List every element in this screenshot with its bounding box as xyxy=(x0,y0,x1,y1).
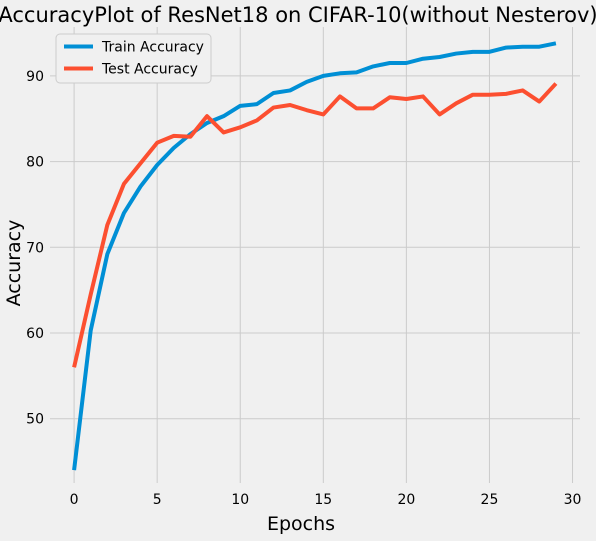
y-tick-label-80: 80 xyxy=(26,155,44,171)
y-tick-label-70: 70 xyxy=(26,240,44,256)
grid-lines xyxy=(50,27,580,483)
x-tick-label-20: 20 xyxy=(397,492,415,508)
y-tick-label-50: 50 xyxy=(26,412,44,428)
x-axis-title: Epochs xyxy=(267,513,335,535)
chart-title: AccuracyPlot of ResNet18 on CIFAR-10(wit… xyxy=(0,3,596,27)
series-lines xyxy=(72,41,558,471)
x-tick-label-25: 25 xyxy=(481,492,499,508)
series-line-test xyxy=(72,82,558,368)
x-tick-label-15: 15 xyxy=(314,492,332,508)
legend-label-test: Test Accuracy xyxy=(101,62,198,78)
x-tick-label-0: 0 xyxy=(70,492,79,508)
legend-label-train: Train Accuracy xyxy=(101,40,204,56)
y-tick-label-90: 90 xyxy=(26,69,44,85)
y-axis-title: Accuracy xyxy=(3,220,25,307)
x-tick-label-10: 10 xyxy=(231,492,249,508)
legend-box xyxy=(55,33,212,84)
legend: Train Accuracy Test Accuracy xyxy=(55,33,212,84)
x-tick-label-5: 5 xyxy=(153,492,162,508)
tick-labels: 50 60 70 80 90 0 5 10 15 20 25 30 xyxy=(26,69,581,508)
series-line-train xyxy=(72,41,557,471)
x-tick-label-30: 30 xyxy=(564,492,582,508)
y-tick-label-60: 60 xyxy=(26,326,44,342)
